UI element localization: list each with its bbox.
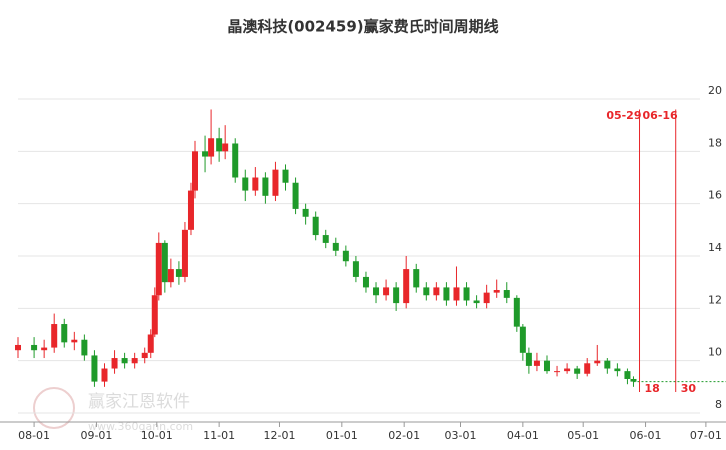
x-tick-label: 11-01 — [203, 429, 235, 442]
candle-body — [111, 358, 118, 369]
candle-body — [187, 190, 194, 230]
candle-body — [594, 360, 601, 364]
x-tick-label: 08-01 — [18, 429, 50, 442]
x-tick-label: 04-01 — [507, 429, 539, 442]
candle-body — [453, 287, 460, 301]
candle-body — [433, 287, 440, 296]
candle-body — [342, 250, 349, 262]
watermark: 赢家江恩软件 www.360gann.com — [33, 387, 193, 433]
candle-body — [383, 287, 390, 296]
candle-body — [181, 229, 188, 277]
candle-body — [272, 169, 279, 196]
candle-body — [473, 300, 480, 304]
candle-body — [292, 182, 299, 209]
candle-body — [322, 235, 329, 243]
x-tick-label: 09-01 — [80, 429, 112, 442]
candle-body — [393, 287, 400, 304]
candle-body — [423, 287, 430, 296]
candle-body — [614, 368, 621, 372]
y-tick-label: 14 — [708, 241, 722, 254]
candle-body — [252, 177, 259, 191]
candle-body — [604, 360, 611, 369]
candle-body — [554, 371, 561, 373]
x-tick-label: 05-01 — [567, 429, 599, 442]
y-tick-label: 12 — [708, 293, 722, 306]
candle-body — [147, 334, 154, 353]
candle-body — [61, 324, 68, 343]
candle-body — [533, 360, 540, 366]
candle-body — [362, 276, 369, 288]
y-tick-label: 10 — [708, 346, 722, 359]
candle-body — [525, 352, 532, 366]
candle-body — [151, 295, 158, 335]
x-tick-label: 03-01 — [445, 429, 477, 442]
y-tick-label: 8 — [715, 398, 722, 411]
cycle-label: 05-29 — [606, 109, 641, 122]
candle-body — [167, 269, 174, 283]
candle-body — [413, 269, 420, 288]
candle-body — [202, 151, 209, 157]
x-tick-label: 01-01 — [326, 429, 358, 442]
candle-body — [175, 269, 182, 277]
candle-body — [15, 344, 21, 351]
cycle-label: 06-16 — [643, 109, 679, 122]
x-tick-label: 06-01 — [630, 429, 662, 442]
x-tick-label: 12-01 — [263, 429, 295, 442]
candle-body — [630, 378, 637, 382]
x-tick-label: 02-01 — [388, 429, 420, 442]
candle-body — [584, 363, 591, 374]
candle-body — [443, 287, 450, 301]
y-tick-label: 18 — [708, 136, 722, 149]
candle-body — [564, 368, 571, 372]
candle-body — [101, 368, 108, 382]
candle-body — [216, 138, 223, 152]
candle-body — [121, 358, 128, 364]
candle-body — [222, 143, 229, 152]
candle-body — [232, 143, 239, 178]
candle-body — [574, 368, 581, 374]
candle-body — [302, 208, 309, 217]
candle-body — [503, 290, 510, 298]
candle-body — [352, 261, 359, 277]
watermark-url: www.360gann.com — [88, 420, 193, 433]
watermark-logo — [33, 387, 75, 429]
candle-body — [513, 297, 520, 327]
candle-body — [31, 344, 38, 351]
candle-body — [519, 326, 526, 353]
y-tick-label: 16 — [708, 189, 722, 202]
candle-body — [262, 177, 269, 196]
watermark-text: 赢家江恩软件 — [88, 392, 190, 412]
candle-body — [51, 324, 58, 348]
candle-body — [141, 352, 148, 359]
candle-body — [71, 339, 78, 343]
candle-body — [131, 358, 138, 364]
candle-body — [242, 177, 249, 191]
candle-body — [81, 339, 88, 356]
cycle-count: 18 — [645, 382, 660, 395]
candle-body — [463, 287, 470, 301]
candle-body — [624, 371, 631, 379]
candle-body — [208, 138, 215, 157]
y-tick-label: 20 — [708, 84, 722, 97]
candle-body — [155, 242, 162, 296]
chart-title: 晶澳科技(002459)赢家费氏时间周期线 — [227, 18, 498, 36]
x-tick-label: 07-01 — [690, 429, 722, 442]
candle-body — [41, 347, 48, 351]
candle-body — [543, 360, 550, 372]
candle-body — [91, 355, 98, 382]
candle-body — [493, 290, 500, 293]
cycle-count: 30 — [681, 382, 697, 395]
candle-body — [282, 169, 289, 183]
candle-body — [332, 242, 339, 251]
candle-body — [373, 287, 380, 296]
candle-body — [192, 151, 198, 191]
candle-body — [312, 216, 319, 236]
x-tick-label: 10-01 — [141, 429, 173, 442]
candle-body — [403, 269, 410, 304]
candle-body — [483, 292, 490, 304]
candle-body — [161, 242, 168, 283]
